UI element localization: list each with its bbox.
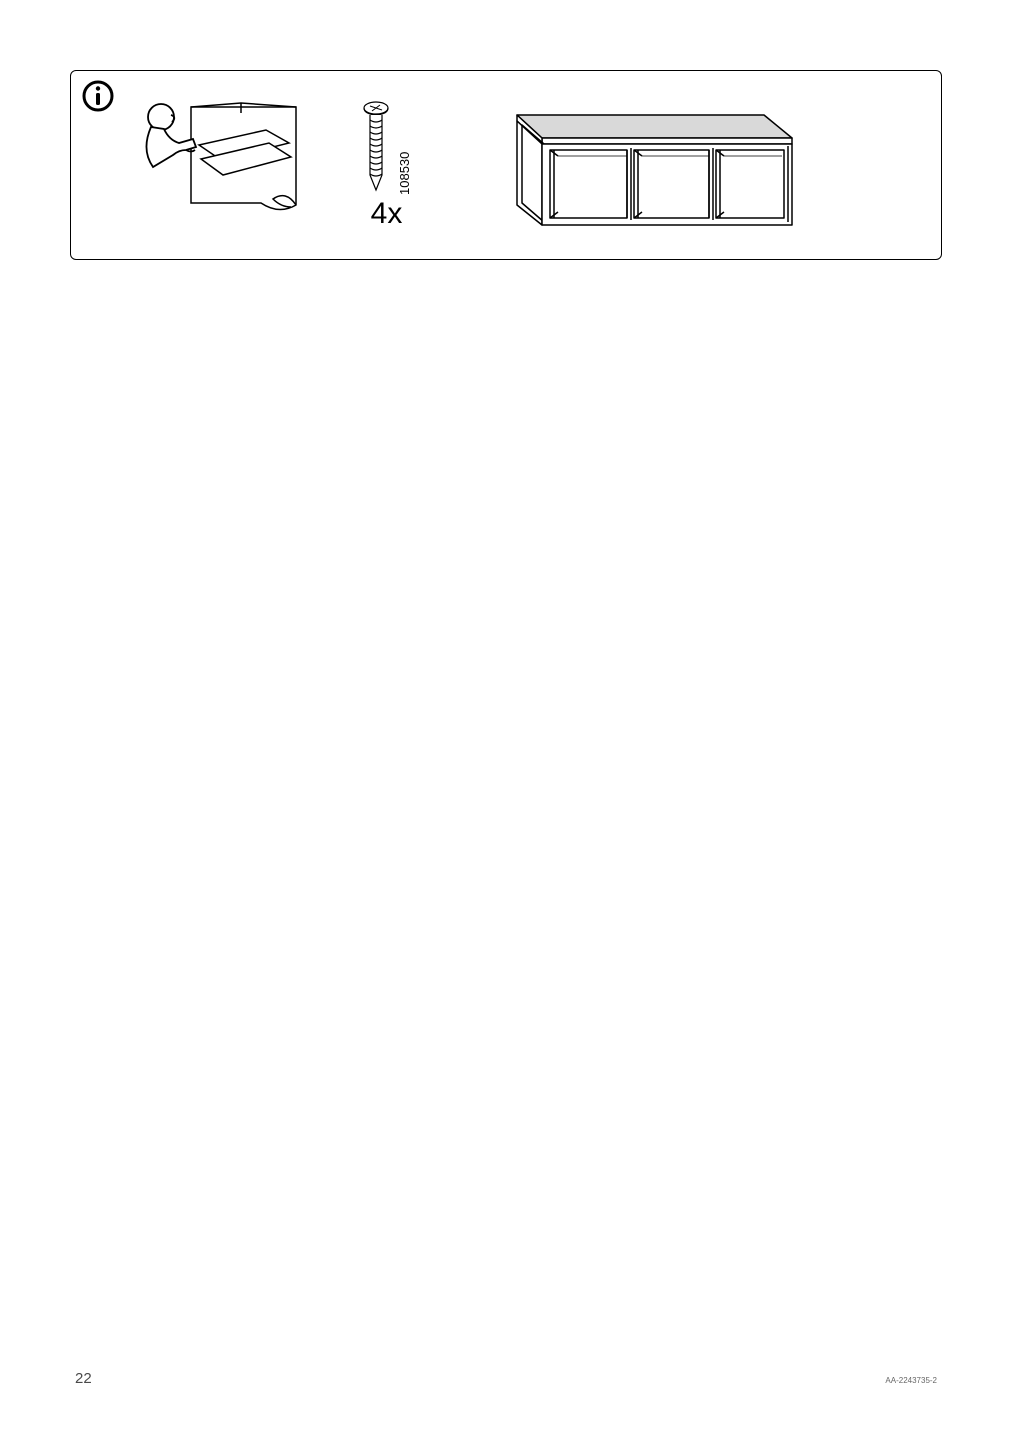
screw-icon (361, 100, 391, 195)
quantity-label: 4x (371, 197, 403, 231)
info-panel: 108530 4x (70, 70, 942, 260)
person-manual-illustration (131, 95, 331, 235)
page-number: 22 (75, 1370, 92, 1387)
info-icon (81, 79, 115, 113)
document-code: AA-2243735-2 (885, 1376, 937, 1385)
cabinet-illustration (482, 90, 802, 240)
hardware-item: 108530 4x (361, 100, 412, 231)
part-number: 108530 (397, 125, 412, 195)
